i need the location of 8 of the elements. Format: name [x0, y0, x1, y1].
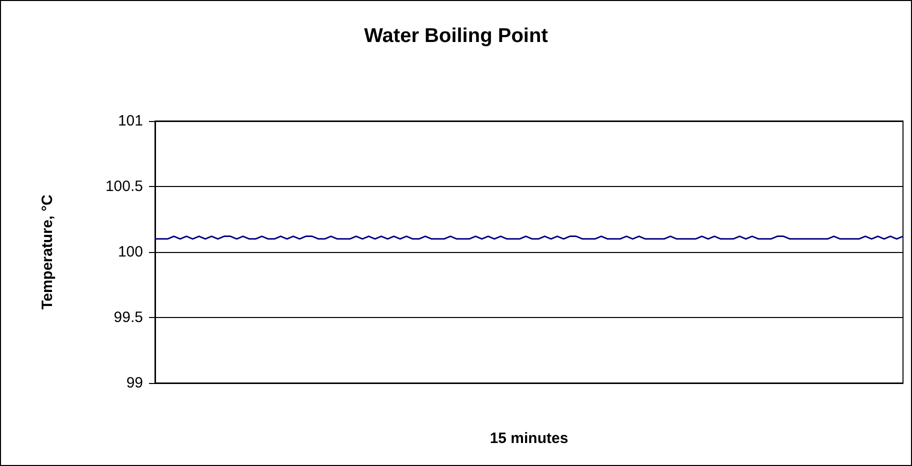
y-axis-title: Temperature, °C [39, 194, 56, 310]
x-axis-title: 15 minutes [490, 430, 568, 447]
y-tick-label: 99 [126, 374, 143, 392]
y-tick-label: 100.5 [105, 178, 143, 195]
y-tick-label: 101 [118, 112, 143, 130]
y-tick-label: 99.5 [114, 309, 143, 326]
y-tick-label: 100 [118, 244, 143, 260]
chart-title: Water Boiling Point [364, 25, 548, 47]
